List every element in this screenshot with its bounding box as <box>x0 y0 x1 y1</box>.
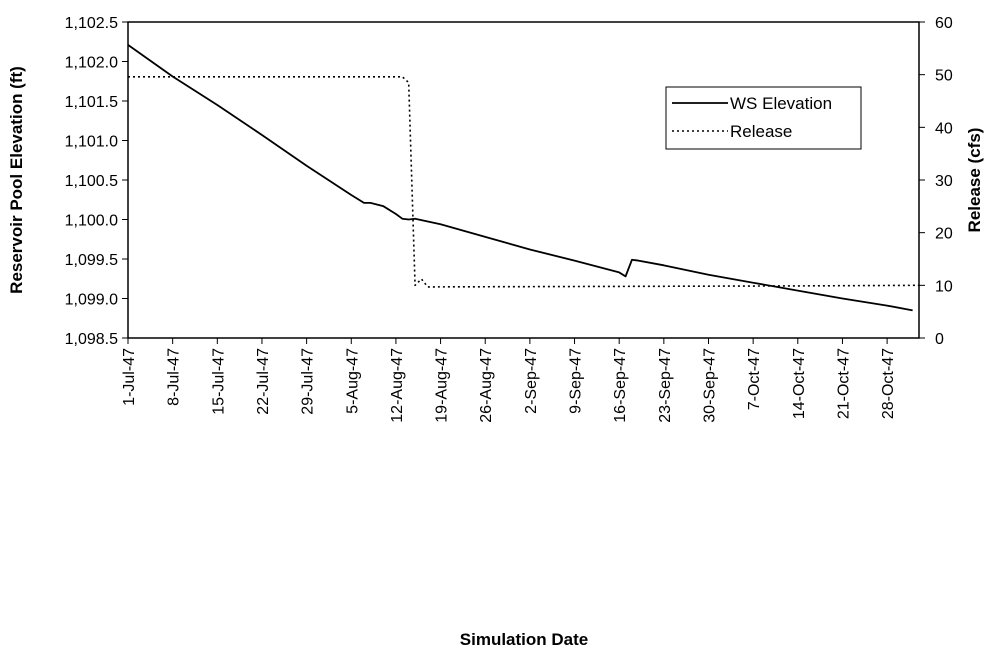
right-tick-label: 40 <box>935 120 953 137</box>
left-tick-label: 1,102.0 <box>65 55 118 72</box>
left-tick-label: 1,100.5 <box>65 173 118 190</box>
right-axis: 0 10 20 30 40 50 60 <box>919 15 953 348</box>
right-tick-label: 20 <box>935 226 953 243</box>
legend: WS Elevation Release <box>665 86 862 150</box>
right-tick-label: 60 <box>935 15 953 32</box>
left-tick-label: 1,102.5 <box>65 15 118 32</box>
x-tick-label: 16-Sep-47 <box>612 348 629 423</box>
x-tick-label: 14-Oct-47 <box>791 348 808 419</box>
x-tick-label: 1-Jul-47 <box>121 348 138 406</box>
y-axis-right-title: Release (cfs) <box>965 128 984 233</box>
series-layer <box>127 44 920 312</box>
plot-area <box>127 21 920 339</box>
x-tick-label: 23-Sep-47 <box>657 348 674 423</box>
legend-label-ws-elevation: WS Elevation <box>730 94 832 113</box>
legend-label-release: Release <box>730 122 792 141</box>
x-tick-label: 29-Jul-47 <box>300 348 317 415</box>
x-tick-label: 7-Oct-47 <box>746 348 763 410</box>
right-tick-label: 10 <box>935 278 953 295</box>
x-tick-label: 28-Oct-47 <box>880 348 897 419</box>
left-tick-label: 1,098.5 <box>65 331 118 348</box>
left-tick-label: 1,100.0 <box>65 213 118 230</box>
left-tick-label: 1,099.0 <box>65 292 118 309</box>
x-tick-label: 30-Sep-47 <box>701 348 718 423</box>
right-tick-label: 30 <box>935 173 953 190</box>
left-tick-label: 1,101.0 <box>65 134 118 151</box>
legend-box <box>665 86 862 150</box>
x-tick-label: 21-Oct-47 <box>835 348 852 419</box>
x-tick-label: 2-Sep-47 <box>523 348 540 414</box>
x-tick-label: 26-Aug-47 <box>478 348 495 423</box>
left-axis: 1,098.5 1,099.0 1,099.5 1,100.0 1,100.5 1,101… <box>65 15 128 348</box>
x-tick-label: 19-Aug-47 <box>434 348 451 423</box>
x-tick-label: 5-Aug-47 <box>344 348 361 414</box>
x-tick-label: 15-Jul-47 <box>210 348 227 415</box>
series-ws-elevation-line <box>127 44 913 312</box>
x-axis-title: Simulation Date <box>460 630 588 649</box>
x-axis: 1-Jul-47 8-Jul-47 15-Jul-47 22-Jul-47 29-Jul… <box>121 338 897 423</box>
y-axis-left-title: Reservoir Pool Elevation (ft) <box>7 66 26 294</box>
left-tick-label: 1,101.5 <box>65 94 118 111</box>
x-tick-label: 22-Jul-47 <box>255 348 272 415</box>
x-tick-label: 12-Aug-47 <box>389 348 406 423</box>
right-tick-label: 50 <box>935 68 953 85</box>
right-tick-label: 0 <box>935 331 944 348</box>
x-tick-label: 8-Jul-47 <box>166 348 183 406</box>
x-tick-label: 9-Sep-47 <box>568 348 585 414</box>
left-tick-label: 1,099.5 <box>65 252 118 269</box>
